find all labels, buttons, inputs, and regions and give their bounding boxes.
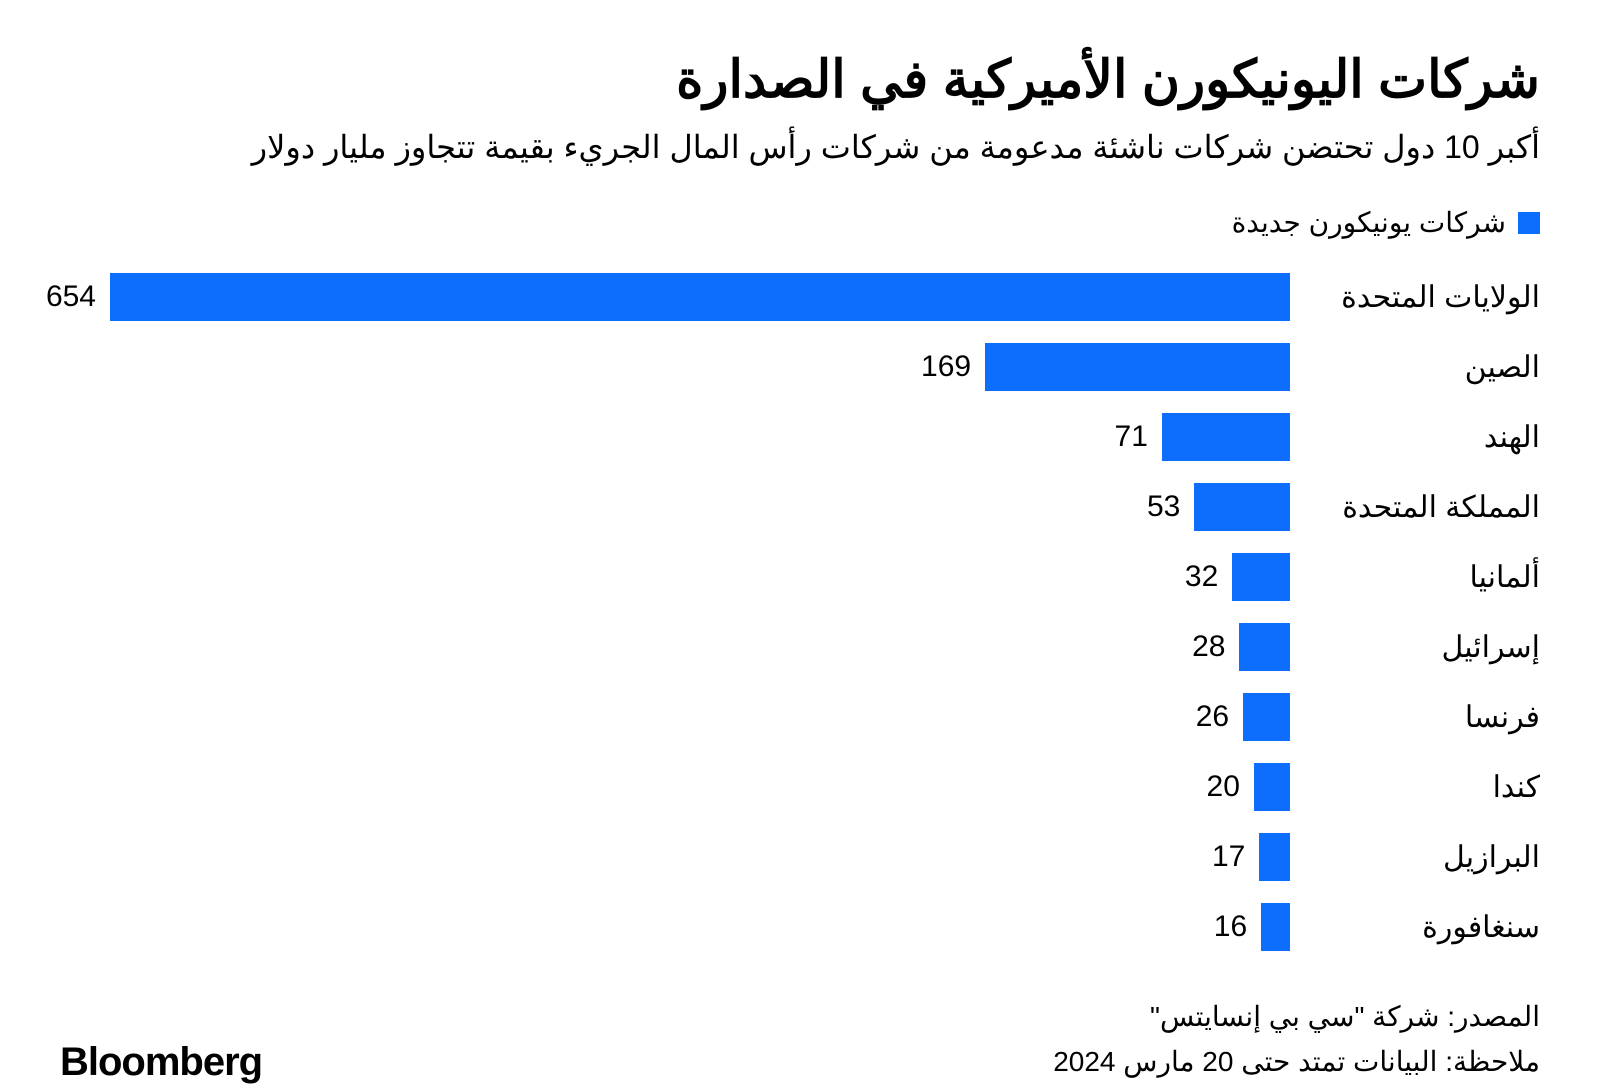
value-label: 169 (921, 350, 985, 384)
bar-row: كندا 20 (60, 759, 1540, 815)
legend-label: شركات يونيكورن جديدة (1232, 206, 1506, 239)
category-label: سنغافورة (1290, 910, 1540, 945)
category-label: الهند (1290, 420, 1540, 455)
bar (1194, 483, 1290, 531)
bar-track: 654 (46, 269, 1290, 325)
value-label: 26 (1196, 700, 1243, 734)
bar-row: إسرائيل 28 (60, 619, 1540, 675)
value-label: 28 (1192, 630, 1239, 664)
bar-chart: الولايات المتحدة654 الصين 169 الهند 71 المملك… (60, 269, 1540, 955)
bar-track: 20 (60, 759, 1290, 815)
category-label: البرازيل (1290, 840, 1540, 875)
category-label: المملكة المتحدة (1290, 490, 1540, 525)
bar-track: 53 (60, 479, 1290, 535)
bar (1243, 693, 1290, 741)
category-label: الولايات المتحدة (1290, 280, 1540, 315)
bar-track: 17 (60, 829, 1290, 885)
note-text: ملاحظة: البيانات تمتد حتى 20 مارس 2024 (1053, 1040, 1540, 1085)
value-label: 71 (1115, 420, 1162, 454)
legend: شركات يونيكورن جديدة (60, 206, 1540, 239)
value-label: 20 (1207, 770, 1254, 804)
legend-swatch (1518, 212, 1540, 234)
bar-row: الهند 71 (60, 409, 1540, 465)
bar-row: سنغافورة 16 (60, 899, 1540, 955)
bar (1261, 903, 1290, 951)
source-text: المصدر: شركة "سي بي إنسايتس" (1053, 995, 1540, 1040)
chart-subtitle: أكبر 10 دول تحتضن شركات ناشئة مدعومة من … (60, 128, 1540, 166)
bar-row: الولايات المتحدة654 (60, 269, 1540, 325)
value-label: 16 (1214, 910, 1261, 944)
bar-track: 26 (60, 689, 1290, 745)
value-label: 32 (1185, 560, 1232, 594)
chart-footer: المصدر: شركة "سي بي إنسايتس" ملاحظة: الب… (60, 995, 1540, 1085)
brand-logo: Bloomberg (60, 1040, 262, 1085)
category-label: الصين (1290, 350, 1540, 385)
bar-track: 169 (60, 339, 1290, 395)
category-label: فرنسا (1290, 700, 1540, 735)
bar (1259, 833, 1290, 881)
bar-row: المملكة المتحدة 53 (60, 479, 1540, 535)
bar-track: 32 (60, 549, 1290, 605)
category-label: إسرائيل (1290, 630, 1540, 665)
bar-track: 16 (60, 899, 1290, 955)
chart-title: شركات اليونيكورن الأميركية في الصدارة (60, 50, 1540, 110)
bar (1239, 623, 1290, 671)
bar-track: 71 (60, 409, 1290, 465)
bar (110, 273, 1290, 321)
category-label: ألمانيا (1290, 560, 1540, 595)
value-label: 53 (1147, 490, 1194, 524)
category-label: كندا (1290, 770, 1540, 805)
bar (1232, 553, 1290, 601)
bar-row: فرنسا 26 (60, 689, 1540, 745)
bar (1254, 763, 1290, 811)
bar-row: البرازيل 17 (60, 829, 1540, 885)
bar-track: 28 (60, 619, 1290, 675)
bar (985, 343, 1290, 391)
value-label: 654 (46, 280, 110, 314)
value-label: 17 (1212, 840, 1259, 874)
bar-row: الصين 169 (60, 339, 1540, 395)
bar (1162, 413, 1290, 461)
bar-row: ألمانيا 32 (60, 549, 1540, 605)
